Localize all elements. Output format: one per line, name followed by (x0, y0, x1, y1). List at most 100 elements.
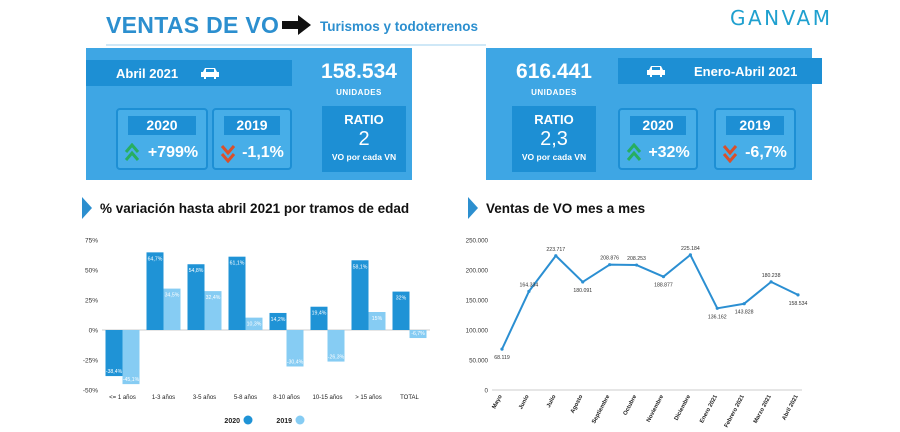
bar-2019 (286, 330, 304, 367)
y-tick-label: 150.000 (466, 298, 489, 305)
data-label: 19,4% (312, 311, 327, 317)
ratio-label: RATIO (534, 112, 574, 127)
bar-2020 (228, 256, 246, 330)
legend-swatch (295, 415, 305, 425)
data-label: 180.091 (573, 288, 592, 294)
trend-down-icon (722, 145, 738, 163)
data-point (715, 306, 719, 310)
ratio-box: RATIO 2,3 VO por cada VN (512, 106, 596, 172)
x-tick-label: Junio (518, 394, 531, 411)
x-tick-label: Septiembre (591, 393, 611, 424)
bar-2020 (310, 306, 328, 330)
y-tick-label: 75% (85, 238, 98, 245)
legend-swatch (243, 415, 253, 425)
x-tick-label: Julio (546, 394, 558, 409)
brand-logo: GANVAM (730, 6, 833, 30)
period-label: Enero-Abril 2021 (694, 63, 798, 79)
card-year: 2019 (726, 116, 784, 135)
data-point (500, 347, 504, 351)
ratio-value: 2,3 (540, 128, 568, 150)
data-label: -30,4% (287, 359, 304, 365)
y-tick-label: 50.000 (469, 358, 488, 365)
ratio-note: VO por cada VN (331, 152, 397, 162)
data-label: 188.877 (654, 283, 673, 289)
card-change: +32% (648, 144, 690, 161)
x-tick-label: Enero 2021 (699, 393, 719, 424)
y-tick-label: 0 (485, 388, 489, 395)
period-tag: Abril 2021 (86, 60, 292, 86)
bar-chart-title: % variación hasta abril 2021 por tramos … (100, 201, 410, 216)
card-change: -6,7% (745, 144, 787, 161)
data-label: 180.238 (762, 273, 781, 279)
data-label: 208.876 (600, 256, 619, 262)
legend-label: 2019 (276, 418, 292, 425)
page-subtitle: Turismos y todoterrenos (320, 19, 479, 34)
comparison-card-2020: 2020 +799% (116, 108, 208, 170)
bar-2019 (409, 330, 427, 339)
car-icon (647, 66, 665, 77)
data-label: 54,8% (189, 268, 204, 274)
data-point (608, 263, 612, 267)
ytd-summary-panel: 616.441 UNIDADES Enero-Abril 2021 RATIO … (486, 48, 822, 180)
legend-label: 2020 (224, 418, 240, 425)
y-tick-label: -25% (83, 358, 98, 365)
bar-2019 (245, 317, 263, 330)
y-tick-label: 50% (85, 268, 98, 275)
ratio-box: RATIO 2 VO por cada VN (322, 106, 406, 172)
data-label: -38,4% (106, 369, 123, 375)
x-tick-label: Diciembre (674, 393, 693, 421)
data-label: -6,7% (411, 331, 425, 337)
data-point (581, 280, 585, 284)
line-chart-title: Ventas de VO mes a mes (486, 201, 646, 216)
data-label: 61,1% (230, 261, 245, 267)
units-label: UNIDADES (531, 88, 577, 97)
x-tick-label: TOTAL (400, 395, 419, 401)
y-tick-label: -50% (83, 388, 98, 395)
data-point (527, 289, 531, 293)
data-point (661, 275, 666, 279)
x-tick-label: Agosto (570, 394, 585, 415)
age-variation-bar-chart: 75% 50% 25% 0% -25% -50% -38,4%-45,1% <= 1 años… (83, 238, 430, 425)
y-tick-label: 25% (85, 298, 98, 305)
car-icon (201, 68, 219, 79)
card-year: 2020 (630, 116, 686, 135)
units-label: UNIDADES (336, 88, 382, 97)
x-tick-label: Abril 2021 (781, 393, 800, 421)
comparison-card-2019: 2019 -1,1% (212, 108, 292, 170)
bar-2019 (122, 330, 140, 385)
card-change: +799% (147, 144, 199, 161)
series-line (501, 253, 799, 350)
data-label: 15% (372, 316, 383, 322)
monthly-summary-panel: Abril 2021 158.534 UNIDADES 2020 +799% 2… (86, 48, 412, 180)
title-underline (106, 44, 486, 46)
bar-2019 (368, 312, 386, 330)
bar-2019 (163, 288, 181, 330)
section-marker-icon (82, 197, 92, 219)
data-label: 164.334 (520, 282, 539, 288)
bar-2020 (392, 291, 410, 330)
x-tick-label: Noviembre (646, 393, 666, 423)
trend-up-icon (626, 143, 642, 161)
trend-down-icon (220, 145, 236, 163)
data-label: 14,2% (271, 317, 286, 323)
data-label: 225.184 (681, 246, 700, 252)
x-tick-label: 10-15 años (312, 395, 342, 401)
bar-2020 (269, 312, 287, 330)
bar-2019 (327, 330, 345, 362)
data-point (634, 263, 639, 267)
period-label: Abril 2021 (116, 65, 179, 81)
x-tick-label: Octubre (623, 393, 639, 416)
comparison-card-2019: 2019 -6,7% (714, 108, 796, 170)
data-label: 10,3% (247, 322, 262, 328)
period-tag: Enero-Abril 2021 (618, 58, 822, 84)
bar-2020 (105, 330, 123, 377)
y-tick-label: 250.000 (466, 238, 489, 245)
x-tick-label: > 15 años (355, 395, 382, 401)
data-label: 68.119 (494, 355, 510, 361)
ratio-value: 2 (358, 128, 370, 150)
data-label: 143.828 (735, 310, 754, 316)
bar-2019 (204, 291, 222, 330)
ratio-label: RATIO (344, 112, 384, 127)
bar-2020 (351, 260, 369, 330)
y-tick-label: 0% (89, 328, 99, 335)
